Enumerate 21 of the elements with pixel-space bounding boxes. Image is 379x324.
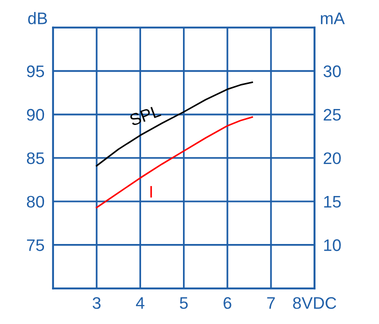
y2-tick-label: 20 (324, 152, 341, 164)
text: SPL (128, 104, 162, 126)
y-axis-title: dB (28, 12, 47, 24)
series-label: I (150, 186, 152, 198)
y2-tick-label: 30 (324, 65, 341, 78)
x-tick-label: 8VDC (293, 297, 336, 309)
y2-axis-title: mA (320, 12, 345, 24)
y2-tick-label: 10 (324, 239, 341, 252)
y-tick-label: 95 (26, 65, 44, 78)
y-tick-label: 90 (26, 108, 44, 121)
y2-tick-label: 25 (324, 108, 341, 121)
x-tick-label: 7 (267, 297, 275, 309)
y-tick-label: 75 (27, 239, 44, 252)
x-tick-label: 6 (224, 297, 232, 309)
x-tick-label: 4 (136, 297, 144, 309)
x-tick-label: 5 (180, 297, 188, 309)
line-series (96, 82, 254, 167)
x-tick-label: 3 (92, 297, 101, 309)
y2-tick-label: 15 (324, 196, 341, 208)
y-tick-label: 80 (26, 196, 44, 208)
y-tick-label: 85 (26, 152, 44, 164)
